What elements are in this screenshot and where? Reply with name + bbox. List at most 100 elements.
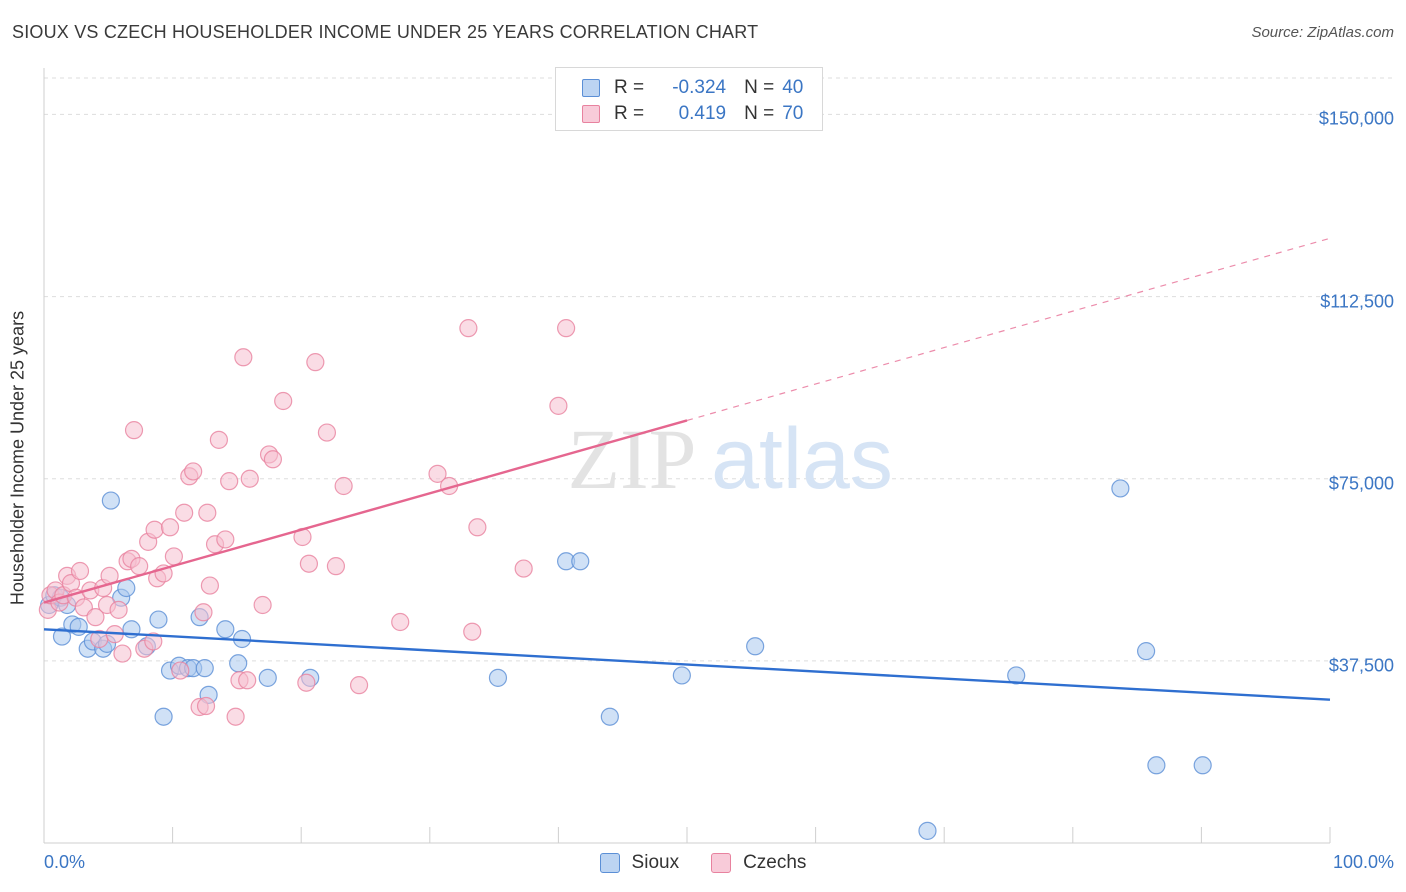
axes [43,68,1331,844]
legend-item-sioux: Sioux [599,852,680,874]
czechs-n-label: N = [744,103,775,124]
czechs-point [145,520,164,539]
sioux-point [1111,479,1130,498]
czechs-point [86,608,105,627]
watermark: ZIP atlas [568,411,893,507]
x-tick-max: 100.0% [1332,852,1394,872]
y-tick-label: $150,000 [1318,108,1394,129]
czechs-point [198,503,217,522]
sioux-point [149,610,168,629]
czechs-point [306,353,325,372]
sioux-legend-label: Sioux [631,852,680,873]
y-tick-label: $37,500 [1328,655,1394,676]
czechs-point [428,464,447,483]
sioux-trend-line [43,628,1331,701]
czechs-point [109,600,128,619]
czechs-point [468,518,487,537]
watermark-atlas: atlas [711,411,893,507]
czechs-point [144,632,163,651]
legend-item-czechs: Czechs [711,852,806,874]
sioux-r-value: -0.324 [672,77,727,98]
sioux-point [154,707,173,726]
sioux-point [69,617,88,636]
czechs-point [234,348,253,367]
czechs-legend-label: Czechs [743,852,807,873]
czechs-point [263,450,283,469]
sioux-point [600,707,619,726]
czechs-r-label: R = [614,103,645,124]
czechs-trend-line [43,419,688,604]
czechs-point [220,472,239,491]
sioux-point [1147,756,1166,775]
czechs-point [175,503,194,522]
sioux-point [918,821,937,840]
legend-row-sioux: R = -0.324 N = 40 [582,76,803,100]
czechs-point [299,554,319,573]
czechs-point [549,396,568,415]
czechs-point [274,391,293,411]
czechs-point [74,598,93,617]
czechs-trend-line-extension [686,237,1331,422]
czechs-point [184,462,203,481]
czechs-point [113,644,132,663]
sioux-point [1007,666,1026,685]
czechs-point [326,557,346,576]
sioux-point [571,552,590,571]
sioux-n-value: 40 [782,77,804,98]
czechs-point [164,547,183,566]
czechs-legend-swatch [711,853,732,873]
watermark-zip: ZIP [568,411,697,507]
chart-source: Source: ZipAtlas.com [1251,24,1394,41]
sioux-point [1193,756,1212,775]
czechs-point [514,559,533,578]
sioux-point [229,654,248,673]
sioux-point [101,491,120,510]
czechs-point [557,319,576,338]
czechs-point [463,622,482,641]
y-tick-label: $75,000 [1328,473,1394,494]
x-tick-min: 0.0% [44,852,86,872]
chart-title: SIOUX VS CZECH HOUSEHOLDER INCOME UNDER … [12,22,759,42]
sioux-point [1137,642,1156,661]
sioux-point [258,668,277,687]
czechs-point [238,671,257,690]
czechs-point [226,707,245,726]
czechs-n-value: 70 [782,103,804,124]
series-legend: Sioux Czechs [0,852,1406,874]
czechs-point [459,319,478,338]
sioux-point [488,668,508,687]
czechs-point [391,612,410,632]
czechs-point [317,423,337,442]
czechs-point [209,430,228,449]
sioux-point [746,637,765,656]
czechs-point [200,576,219,595]
data-points [38,319,1212,840]
czechs-point [297,673,316,692]
czechs-point [196,696,216,716]
trend-lines [43,237,1331,701]
czechs-point [171,661,190,680]
czechs-point [216,530,235,549]
czechs-point [194,603,213,622]
gridlines [44,77,1394,662]
y-axis-label: Householder Income Under 25 years [7,310,28,606]
sioux-n-label: N = [744,77,775,98]
czechs-swatch [582,105,600,123]
y-tick-label: $112,500 [1320,291,1394,312]
sioux-swatch [582,79,600,97]
sioux-point [195,659,214,678]
sioux-point [216,620,235,639]
czechs-point [349,676,369,695]
sioux-legend-swatch [599,853,620,873]
sioux-point [52,627,72,646]
czechs-point [70,561,90,581]
correlation-legend: R = -0.324 N = 40 R = 0.419 N = 70 [555,67,823,131]
czechs-point [240,469,259,488]
czechs-r-value: 0.419 [678,103,727,124]
czechs-point [160,518,180,537]
sioux-r-label: R = [614,77,645,98]
czechs-point [334,476,353,496]
czechs-point [124,421,144,440]
sioux-point [672,666,691,685]
